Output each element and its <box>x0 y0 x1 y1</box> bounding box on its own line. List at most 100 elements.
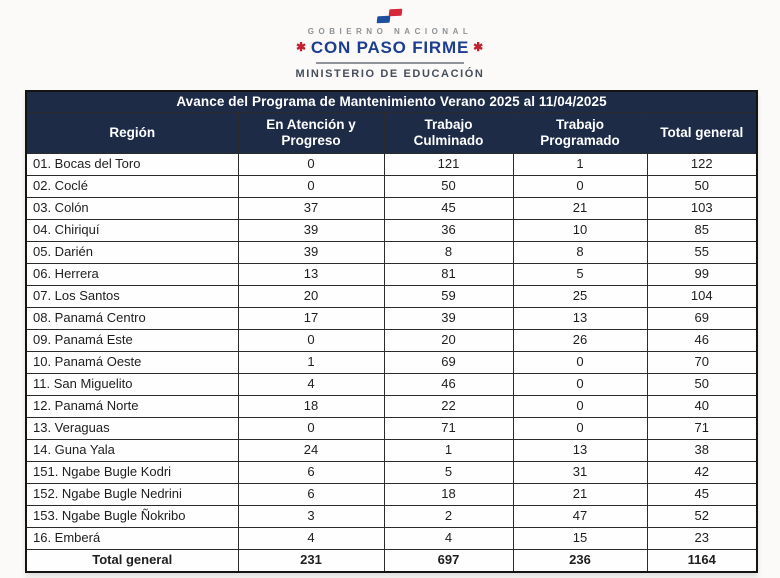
region-cell: 06. Herrera <box>25 263 239 286</box>
value-cell: 1 <box>383 439 514 462</box>
table-row: 01. Bocas del Toro 0 121 1 122 <box>25 153 758 176</box>
value-cell: 6 <box>237 483 385 506</box>
region-cell: 08. Panamá Centro <box>25 307 239 330</box>
flag-blue-shape <box>376 15 391 24</box>
value-cell: 103 <box>646 197 758 220</box>
value-cell: 1 <box>512 153 648 176</box>
table-row: 151. Ngabe Bugle Kodri 6 5 31 42 <box>25 461 758 484</box>
table-row: 03. Colón 37 45 21 103 <box>25 197 758 220</box>
column-header-en-atencion: En Atención y Progreso <box>237 112 385 154</box>
value-cell: 1 <box>237 351 385 374</box>
maintenance-progress-table: Avance del Programa de Mantenimiento Ver… <box>25 90 759 573</box>
region-cell: 05. Darién <box>25 241 239 264</box>
value-cell: 59 <box>383 285 514 308</box>
value-cell: 15 <box>512 527 648 550</box>
government-line-text: GOBIERNO NACIONAL <box>307 27 473 36</box>
value-cell: 4 <box>237 373 385 396</box>
value-cell: 4 <box>383 527 514 550</box>
value-cell: 8 <box>512 241 648 264</box>
value-cell: 104 <box>646 285 758 308</box>
ministry-logo: GOBIERNO NACIONAL ✱ CON PASO FIRME ✱ MINIS… <box>0 8 780 80</box>
value-cell: 0 <box>512 417 648 440</box>
total-value-cell: 236 <box>512 549 648 573</box>
column-header-region-label: Región <box>109 125 156 141</box>
table-row: 152. Ngabe Bugle Nedrini 6 18 21 45 <box>25 483 758 506</box>
value-cell: 26 <box>512 329 648 352</box>
value-cell: 69 <box>383 351 514 374</box>
region-cell: 04. Chiriquí <box>25 219 239 242</box>
table-row: 16. Emberá 4 4 15 23 <box>25 527 758 550</box>
value-cell: 47 <box>512 505 648 528</box>
value-cell: 0 <box>237 329 385 352</box>
value-cell: 39 <box>237 219 385 242</box>
value-cell: 6 <box>237 461 385 484</box>
table-row: 153. Ngabe Bugle Ñokribo 3 2 47 52 <box>25 505 758 528</box>
value-cell: 5 <box>512 263 648 286</box>
value-cell: 0 <box>512 395 648 418</box>
table-row: 07. Los Santos 20 59 25 104 <box>25 285 758 308</box>
value-cell: 0 <box>237 417 385 440</box>
ministry-name-text: MINISTERIO DE EDUCACIÓN <box>295 68 485 80</box>
slogan-text: ✱ CON PASO FIRME ✱ <box>0 38 780 58</box>
value-cell: 85 <box>646 219 758 242</box>
value-cell: 69 <box>646 307 758 330</box>
column-header-trabajo-programado-label: Trabajo Programado <box>540 117 620 148</box>
value-cell: 36 <box>383 219 514 242</box>
slogan-label: CON PASO FIRME <box>310 38 470 57</box>
table-row: 13. Veraguas 0 71 0 71 <box>25 417 758 440</box>
region-cell: 02. Coclé <box>25 175 239 198</box>
value-cell: 38 <box>646 439 758 462</box>
table-title-row: Avance del Programa de Mantenimiento Ver… <box>25 90 758 113</box>
value-cell: 13 <box>512 307 648 330</box>
table-row: 05. Darién 39 8 8 55 <box>25 241 758 264</box>
column-header-trabajo-programado: Trabajo Programado <box>512 112 648 154</box>
region-cell: 10. Panamá Oeste <box>25 351 239 374</box>
table-row: 11. San Miguelito 4 46 0 50 <box>25 373 758 396</box>
value-cell: 21 <box>512 483 648 506</box>
value-cell: 121 <box>383 153 514 176</box>
region-cell: 09. Panamá Este <box>25 329 239 352</box>
value-cell: 70 <box>646 351 758 374</box>
value-cell: 45 <box>646 483 758 506</box>
region-cell: 11. San Miguelito <box>25 373 239 396</box>
value-cell: 42 <box>646 461 758 484</box>
value-cell: 0 <box>512 373 648 396</box>
total-value-cell: 697 <box>383 549 514 573</box>
value-cell: 99 <box>646 263 758 286</box>
table-row: 14. Guna Yala 24 1 13 38 <box>25 439 758 462</box>
value-cell: 20 <box>237 285 385 308</box>
region-cell: 16. Emberá <box>25 527 239 550</box>
value-cell: 71 <box>383 417 514 440</box>
value-cell: 3 <box>237 505 385 528</box>
value-cell: 37 <box>237 197 385 220</box>
region-cell: 13. Veraguas <box>25 417 239 440</box>
column-header-trabajo-culminado-label: Trabajo Culminado <box>413 117 484 148</box>
value-cell: 0 <box>237 153 385 176</box>
column-header-trabajo-culminado: Trabajo Culminado <box>383 112 514 154</box>
star-right-icon: ✱ <box>473 40 484 54</box>
column-header-region: Región <box>25 112 239 154</box>
value-cell: 2 <box>383 505 514 528</box>
region-cell: 07. Los Santos <box>25 285 239 308</box>
value-cell: 21 <box>512 197 648 220</box>
value-cell: 10 <box>512 219 648 242</box>
value-cell: 50 <box>646 373 758 396</box>
total-label: Total general <box>25 549 239 573</box>
value-cell: 5 <box>383 461 514 484</box>
column-header-en-atencion-label: En Atención y Progreso <box>266 117 356 148</box>
value-cell: 0 <box>512 175 648 198</box>
value-cell: 0 <box>237 175 385 198</box>
value-cell: 20 <box>383 329 514 352</box>
table-header-row: Región En Atención y Progreso Trabajo Cu… <box>25 112 758 154</box>
table-row: 02. Coclé 0 50 0 50 <box>25 175 758 198</box>
value-cell: 22 <box>383 395 514 418</box>
region-cell: 151. Ngabe Bugle Kodri <box>25 461 239 484</box>
value-cell: 18 <box>237 395 385 418</box>
table-row: 09. Panamá Este 0 20 26 46 <box>25 329 758 352</box>
region-cell: 153. Ngabe Bugle Ñokribo <box>25 505 239 528</box>
table-row: 08. Panamá Centro 17 39 13 69 <box>25 307 758 330</box>
panama-flag-motif-icon <box>373 8 407 24</box>
region-cell: 152. Ngabe Bugle Nedrini <box>25 483 239 506</box>
star-left-icon: ✱ <box>296 40 307 54</box>
column-header-total-general-label: Total general <box>660 125 744 141</box>
